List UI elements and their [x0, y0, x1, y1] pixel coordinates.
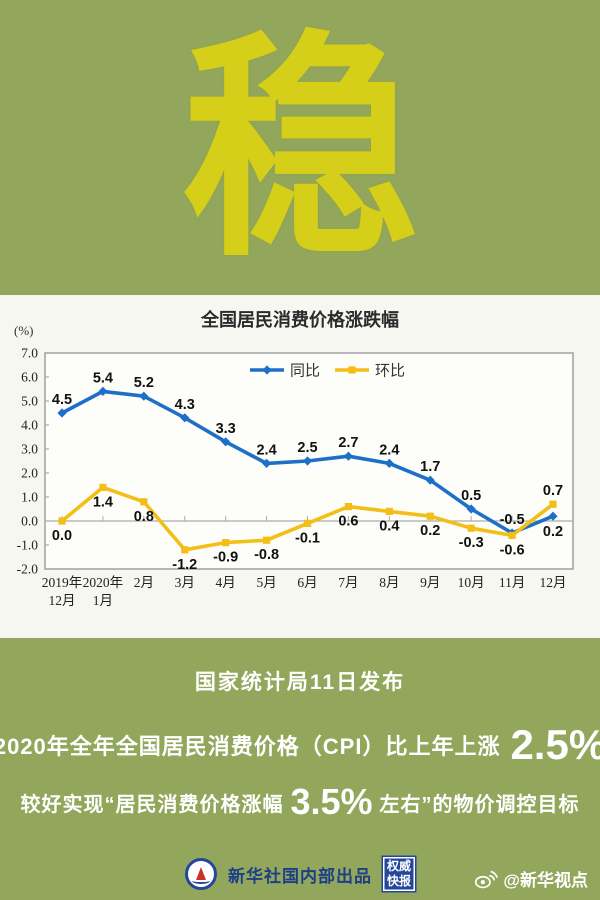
- cpi-headline-text: 2020年全年全国居民消费价格（CPI）比上年上涨: [0, 734, 501, 759]
- svg-text:6月: 6月: [297, 575, 317, 590]
- svg-text:5.4: 5.4: [93, 370, 113, 386]
- weibo-handle: @新华视点: [503, 871, 588, 890]
- svg-text:7月: 7月: [338, 575, 358, 590]
- svg-text:-0.1: -0.1: [295, 530, 320, 546]
- svg-text:环比: 环比: [375, 363, 405, 380]
- svg-text:0.8: 0.8: [134, 509, 154, 525]
- svg-text:0.4: 0.4: [379, 518, 399, 534]
- svg-text:11月: 11月: [499, 575, 526, 590]
- svg-text:-1.0: -1.0: [17, 538, 39, 553]
- weibo-icon: [475, 870, 499, 888]
- svg-text:1.7: 1.7: [420, 459, 440, 475]
- svg-text:-0.9: -0.9: [213, 550, 238, 566]
- svg-text:3.3: 3.3: [216, 421, 236, 437]
- svg-text:-2.0: -2.0: [17, 562, 39, 577]
- svg-text:3.0: 3.0: [21, 442, 38, 457]
- svg-text:-0.6: -0.6: [500, 542, 525, 558]
- xinhua-logo-wave: [192, 878, 210, 884]
- svg-text:同比: 同比: [290, 363, 320, 380]
- svg-text:4月: 4月: [216, 575, 236, 590]
- svg-text:2019年: 2019年: [42, 575, 83, 590]
- xinhua-logo-tower: [196, 867, 206, 880]
- footer-row: 新华社国内部出品 权威 快报: [0, 855, 600, 893]
- source-line: 国家统计局11日发布: [194, 671, 406, 694]
- svg-text:4.0: 4.0: [21, 418, 38, 433]
- svg-text:2020年: 2020年: [83, 575, 124, 590]
- svg-text:4.3: 4.3: [175, 397, 195, 413]
- xinhua-logo: [185, 858, 217, 890]
- cpi-headline-value: 2.5%: [510, 721, 600, 768]
- svg-text:1月: 1月: [93, 593, 113, 608]
- svg-text:2.7: 2.7: [338, 435, 358, 451]
- svg-text:2.5: 2.5: [297, 440, 317, 456]
- svg-text:0.0: 0.0: [21, 514, 38, 529]
- cpi-line-chart: 全国居民消费价格涨跌幅 (%) 7.0 6.0 5.0 4.0 3.0 2.0 1.0 0.0 -1…: [14, 309, 574, 608]
- svg-text:1.0: 1.0: [21, 490, 38, 505]
- target-headline-value: 3.5%: [290, 781, 373, 822]
- quanwei-kuaibao-stamp: 权威 快报: [383, 857, 415, 891]
- cpi-headline: 2020年全年全国居民消费价格（CPI）比上年上涨 2.5%: [0, 720, 600, 770]
- svg-text:-0.5: -0.5: [500, 512, 525, 528]
- producer-label: 新华社国内部出品: [228, 866, 372, 886]
- svg-text:8月: 8月: [379, 575, 399, 590]
- svg-text:0.7: 0.7: [543, 483, 563, 499]
- svg-text:0.2: 0.2: [543, 524, 563, 540]
- svg-text:3月: 3月: [175, 575, 195, 590]
- weibo-credit: @新华视点: [474, 866, 588, 891]
- stamp-line1: 权威: [386, 859, 411, 873]
- svg-text:-1.2: -1.2: [172, 557, 197, 573]
- svg-text:2.4: 2.4: [379, 442, 399, 458]
- svg-text:6.0: 6.0: [21, 370, 38, 385]
- svg-text:0.5: 0.5: [461, 488, 481, 504]
- hero-character: 稳: [181, 17, 419, 283]
- svg-text:10月: 10月: [458, 575, 485, 590]
- svg-text:7.0: 7.0: [21, 346, 38, 361]
- svg-text:0.0: 0.0: [52, 528, 72, 544]
- svg-text:5.2: 5.2: [134, 375, 154, 391]
- announcement-section: 国家统计局11日发布 2020年全年全国居民消费价格（CPI）比上年上涨 2.5…: [0, 638, 600, 900]
- target-headline: 较好实现“居民消费价格涨幅 3.5% 左右”的物价调控目标: [0, 778, 600, 826]
- svg-text:5月: 5月: [256, 575, 276, 590]
- stamp-line2: 快报: [386, 874, 411, 888]
- svg-text:0.6: 0.6: [338, 514, 358, 530]
- svg-text:5.0: 5.0: [21, 394, 38, 409]
- svg-text:9月: 9月: [420, 575, 440, 590]
- svg-text:-0.3: -0.3: [459, 535, 484, 551]
- hero-banner: 稳: [0, 0, 600, 295]
- svg-text:2月: 2月: [134, 575, 154, 590]
- svg-text:-0.8: -0.8: [254, 547, 279, 563]
- svg-text:12月: 12月: [540, 575, 567, 590]
- svg-text:2.0: 2.0: [21, 466, 38, 481]
- svg-text:4.5: 4.5: [52, 392, 72, 408]
- target-headline-prefix: 较好实现“居民消费价格涨幅: [20, 793, 284, 816]
- svg-text:0.2: 0.2: [420, 523, 440, 539]
- cpi-chart-panel: 全国居民消费价格涨跌幅 (%) 7.0 6.0 5.0 4.0 3.0 2.0 1.0 0.0 -1…: [0, 295, 600, 638]
- svg-text:全国居民消费价格涨跌幅: 全国居民消费价格涨跌幅: [200, 309, 399, 330]
- target-headline-suffix: 左右”的物价调控目标: [379, 793, 580, 816]
- svg-text:2.4: 2.4: [256, 442, 276, 458]
- svg-text:12月: 12月: [49, 593, 76, 608]
- svg-text:1.4: 1.4: [93, 494, 113, 510]
- svg-text:(%): (%): [14, 323, 34, 338]
